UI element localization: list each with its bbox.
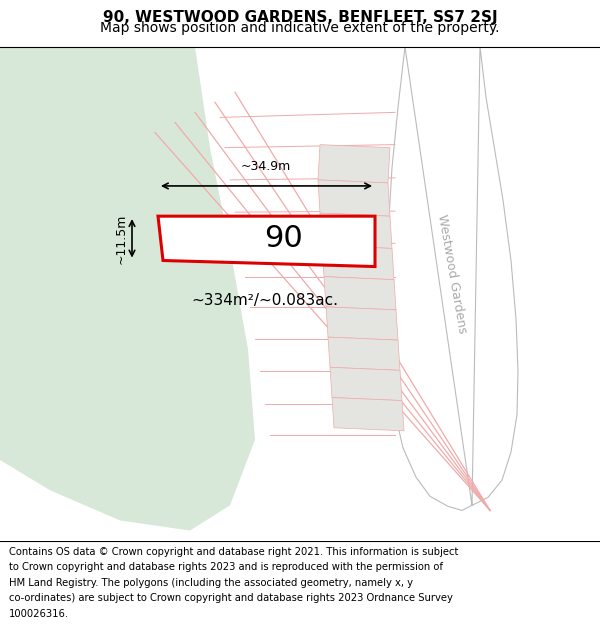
Text: 100026316.: 100026316. — [9, 609, 69, 619]
Text: 90, WESTWOOD GARDENS, BENFLEET, SS7 2SJ: 90, WESTWOOD GARDENS, BENFLEET, SS7 2SJ — [103, 10, 497, 25]
Text: HM Land Registry. The polygons (including the associated geometry, namely x, y: HM Land Registry. The polygons (includin… — [9, 578, 413, 587]
Text: ~334m²/~0.083ac.: ~334m²/~0.083ac. — [191, 293, 338, 308]
Polygon shape — [320, 213, 392, 248]
Polygon shape — [322, 246, 394, 279]
Polygon shape — [330, 368, 402, 401]
Text: Westwood Gardens: Westwood Gardens — [435, 213, 469, 334]
Text: Contains OS data © Crown copyright and database right 2021. This information is : Contains OS data © Crown copyright and d… — [9, 546, 458, 556]
Polygon shape — [332, 398, 404, 431]
Polygon shape — [0, 47, 255, 531]
Polygon shape — [318, 180, 390, 216]
Polygon shape — [326, 307, 398, 340]
Polygon shape — [324, 277, 396, 310]
Polygon shape — [158, 216, 375, 266]
Text: Map shows position and indicative extent of the property.: Map shows position and indicative extent… — [100, 21, 500, 35]
Polygon shape — [386, 47, 518, 511]
Text: to Crown copyright and database rights 2023 and is reproduced with the permissio: to Crown copyright and database rights 2… — [9, 562, 443, 572]
Text: 90: 90 — [263, 224, 302, 253]
Polygon shape — [318, 144, 390, 183]
Text: ~11.5m: ~11.5m — [115, 213, 128, 264]
Polygon shape — [328, 337, 400, 371]
Text: co-ordinates) are subject to Crown copyright and database rights 2023 Ordnance S: co-ordinates) are subject to Crown copyr… — [9, 593, 453, 603]
Text: ~34.9m: ~34.9m — [241, 160, 291, 173]
